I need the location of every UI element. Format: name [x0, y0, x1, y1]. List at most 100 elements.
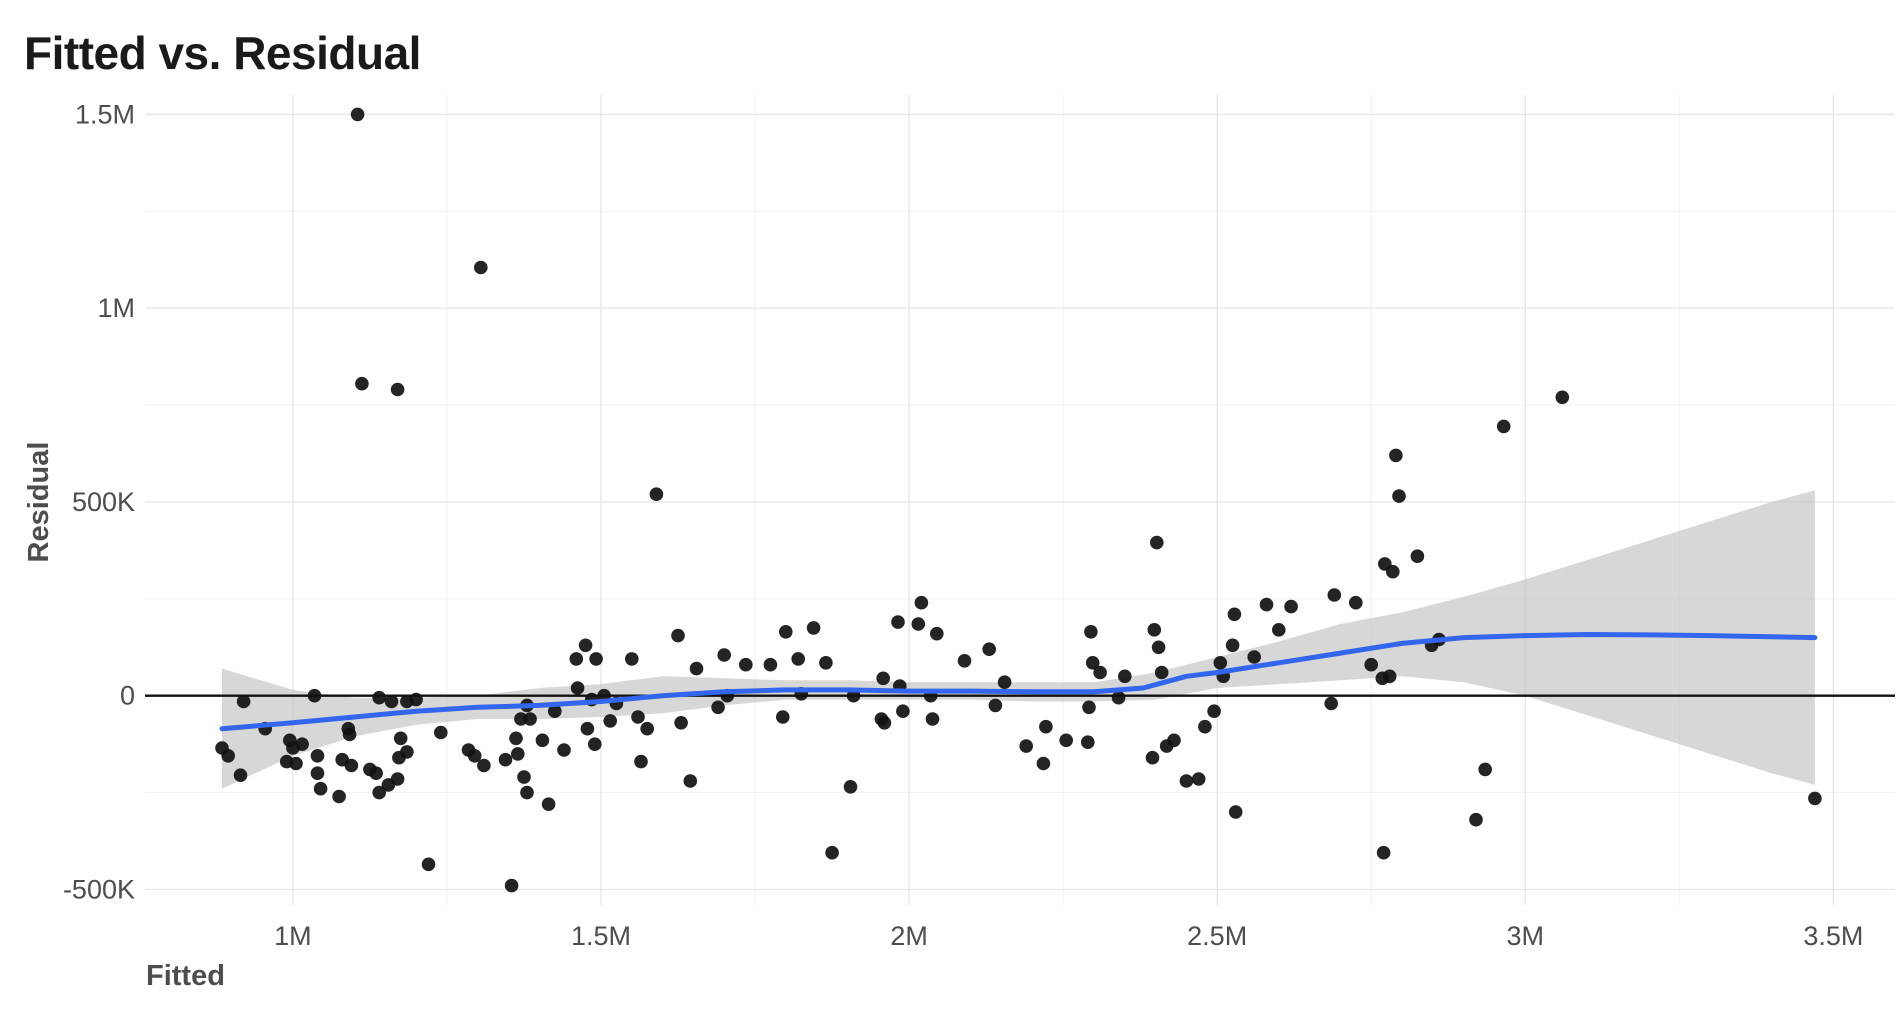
data-point	[221, 749, 235, 763]
data-point	[1555, 390, 1570, 405]
data-point	[997, 675, 1012, 689]
data-point	[393, 731, 408, 746]
data-point	[390, 772, 405, 786]
data-point	[1179, 774, 1194, 788]
data-point	[295, 737, 309, 751]
data-point	[384, 694, 399, 709]
y-tick-label: -500K	[63, 874, 135, 904]
data-point	[1093, 665, 1107, 680]
data-point	[355, 376, 369, 391]
data-point	[313, 781, 328, 796]
data-point	[674, 716, 688, 730]
data-point	[631, 710, 645, 724]
data-point	[1284, 599, 1298, 614]
data-point	[474, 260, 488, 275]
data-point	[819, 656, 833, 670]
y-tick-label: 500K	[72, 487, 135, 517]
data-point	[1324, 696, 1338, 711]
data-point	[1469, 812, 1483, 827]
confidence-band	[222, 490, 1815, 789]
data-point	[344, 758, 359, 773]
data-point	[1382, 669, 1397, 684]
data-point	[548, 704, 562, 718]
data-point	[640, 721, 654, 736]
data-point	[1191, 772, 1206, 786]
data-point	[791, 652, 805, 666]
data-point	[914, 595, 929, 610]
data-point	[236, 694, 251, 709]
data-point	[1111, 690, 1126, 705]
data-point	[372, 690, 387, 705]
data-point	[982, 642, 996, 656]
data-point	[307, 688, 322, 703]
data-point	[1145, 750, 1160, 765]
data-point	[1364, 657, 1378, 672]
data-point	[1118, 669, 1132, 684]
data-point	[1272, 623, 1286, 637]
data-point	[763, 657, 778, 672]
data-point	[603, 714, 617, 728]
data-point	[1019, 739, 1033, 753]
confidence-band-area	[222, 490, 1815, 789]
data-point	[511, 747, 525, 761]
data-point	[825, 845, 839, 860]
data-point	[1151, 640, 1166, 655]
data-point	[1085, 656, 1100, 670]
data-point	[1386, 564, 1400, 579]
data-point	[498, 752, 513, 767]
data-point	[509, 731, 523, 746]
data-point	[1808, 791, 1822, 806]
y-tick-label: 1M	[97, 293, 135, 323]
data-point	[342, 727, 357, 742]
data-point	[625, 652, 639, 666]
data-point	[421, 857, 436, 872]
x-tick-label: 3.5M	[1803, 921, 1863, 951]
data-point	[400, 745, 414, 759]
y-tick-label: 0	[120, 681, 135, 711]
x-tick-label: 2.5M	[1187, 921, 1247, 951]
data-point	[504, 878, 519, 893]
data-points	[215, 107, 1822, 893]
x-tick-label: 1M	[274, 921, 312, 951]
data-point	[589, 652, 603, 666]
data-point	[649, 487, 664, 502]
data-point	[843, 780, 858, 794]
data-point	[310, 749, 325, 763]
data-point	[1198, 719, 1212, 734]
data-point	[1247, 650, 1261, 664]
data-point	[390, 382, 405, 397]
data-point	[535, 733, 550, 748]
data-point	[634, 754, 648, 769]
data-point	[1227, 607, 1242, 622]
x-axis-ticks: 1M 1.5M 2M 2.5M 3M 3.5M	[274, 921, 1863, 951]
data-point	[1225, 638, 1240, 653]
data-point	[1084, 625, 1098, 639]
data-point	[876, 671, 890, 686]
data-point	[557, 743, 571, 757]
data-point	[541, 797, 556, 811]
data-point	[1327, 588, 1342, 602]
data-point	[1410, 549, 1425, 563]
data-point	[520, 785, 534, 800]
data-point	[717, 648, 731, 662]
data-point	[1082, 700, 1096, 715]
data-point	[409, 692, 423, 707]
data-point	[779, 625, 793, 639]
data-point	[683, 774, 698, 788]
y-axis-ticks: -500K 0 500K 1M 1.5M	[63, 99, 135, 904]
y-axis-title: Residual	[23, 442, 55, 563]
data-point	[896, 704, 910, 718]
data-point	[1039, 719, 1053, 734]
data-point	[1392, 489, 1406, 503]
data-point	[233, 768, 248, 782]
data-point	[739, 657, 753, 672]
data-point	[350, 107, 365, 122]
data-point	[957, 654, 972, 668]
data-point	[1147, 623, 1162, 637]
x-axis-title: Fitted	[146, 960, 225, 992]
data-point	[434, 725, 448, 740]
data-point	[689, 661, 704, 676]
data-point	[1389, 448, 1403, 463]
data-point	[580, 721, 595, 736]
